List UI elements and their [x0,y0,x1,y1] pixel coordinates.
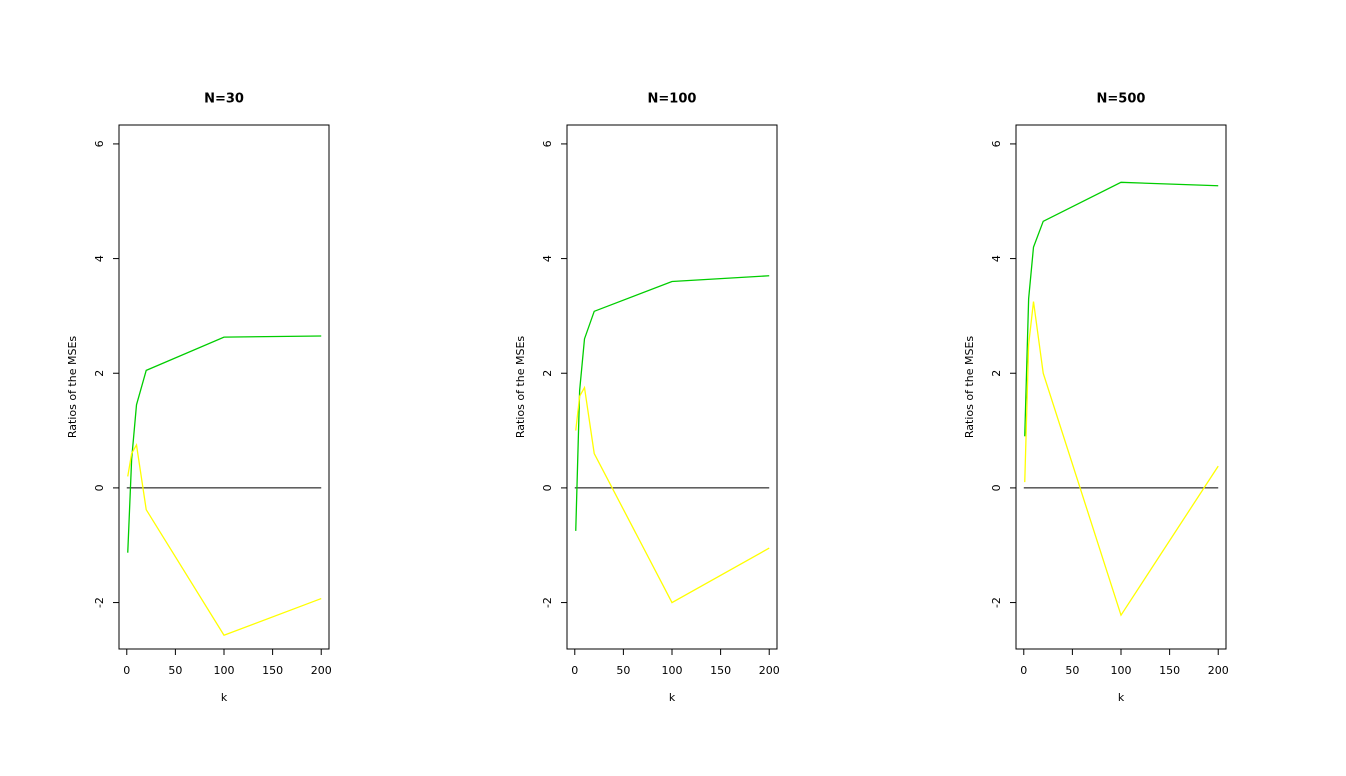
panel: N=500 k Ratios of the MSEs 0 50 100 150 200 -2 0 2… [963,92,1229,705]
data-line [127,335,322,553]
x-tick-label: 200 [311,664,332,677]
x-tick-label: 200 [759,664,780,677]
y-axis-label: Ratios of the MSEs [963,336,976,439]
plot-box [118,124,330,650]
x-tick-label: 100 [1111,664,1132,677]
y-tick-label: 2 [990,370,1003,377]
x-axis-label: k [1118,691,1125,704]
plot-box [566,124,778,650]
y-tick-label: 2 [541,370,554,377]
y-tick-label: -2 [93,597,106,608]
y-tick-label: 0 [541,484,554,491]
x-tick-label: 150 [710,664,731,677]
x-tick-label: 0 [1020,664,1027,677]
chart-title: N=500 [1097,92,1146,107]
x-tick-label: 150 [1159,664,1180,677]
y-tick-label: 0 [990,484,1003,491]
x-tick-label: 0 [123,664,130,677]
x-tick-label: 50 [1065,664,1079,677]
x-tick-label: 50 [616,664,630,677]
y-tick-label: -2 [990,597,1003,608]
data-line [575,385,770,604]
chart-title: N=30 [204,92,244,107]
panel: N=30 k Ratios of the MSEs 0 50 100 150 200 -2 0 2 4… [66,92,332,705]
x-tick-label: 100 [214,664,235,677]
x-tick-label: 200 [1208,664,1229,677]
y-tick-label: 2 [93,370,106,377]
x-tick-label: 0 [571,664,578,677]
panel: N=100 k Ratios of the MSEs 0 50 100 150 200 -2 0 2… [514,92,780,705]
y-axis-label: Ratios of the MSEs [66,336,79,439]
data-line [1024,181,1219,437]
y-tick-label: 6 [93,140,106,147]
x-tick-label: 100 [662,664,683,677]
x-tick-label: 150 [262,664,283,677]
x-axis-label: k [221,691,228,704]
x-tick-label: 50 [168,664,182,677]
y-tick-label: 0 [93,484,106,491]
chart-title: N=100 [648,92,697,107]
y-tick-label: 4 [990,255,1003,262]
data-line [127,442,322,637]
data-line [575,275,770,531]
y-tick-label: 6 [990,140,1003,147]
y-tick-label: 4 [93,255,106,262]
y-tick-label: 4 [541,255,554,262]
y-tick-label: 6 [541,140,554,147]
y-tick-label: -2 [541,597,554,608]
x-axis-label: k [669,691,676,704]
y-axis-label: Ratios of the MSEs [514,336,527,439]
data-line [1024,301,1219,617]
